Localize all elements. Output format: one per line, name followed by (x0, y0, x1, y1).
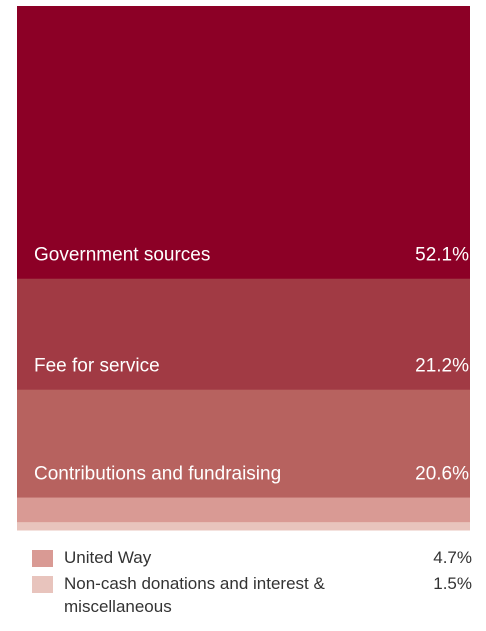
legend-label-non-cash: Non-cash donations and interest & miscel… (64, 574, 325, 616)
legend-swatch-united-way (32, 550, 53, 567)
bar-segment-government-sources (17, 6, 470, 280)
legend-item-non-cash: Non-cash donations and interest & miscel… (32, 572, 472, 622)
bar-segment-united-way (17, 497, 470, 523)
legend-value-united-way: 4.7% (433, 548, 472, 567)
segment-label-government-sources: Government sources (34, 245, 210, 266)
segment-label-contributions-and-fundraising: Contributions and fundraising (34, 464, 281, 485)
legend-value-non-cash: 1.5% (433, 574, 472, 593)
legend-label-united-way: United Way (64, 548, 152, 567)
legend-swatch-non-cash (32, 576, 53, 593)
legend-item-united-way: United Way 4.7% (32, 546, 472, 572)
segment-value-contributions-and-fundraising: 20.6% (415, 464, 469, 485)
bar-segment-contributions-and-fundraising (17, 389, 470, 499)
legend: United Way 4.7% Non-cash donations and i… (32, 546, 472, 622)
segment-value-government-sources: 52.1% (415, 245, 469, 266)
segment-value-fee-for-service: 21.2% (415, 356, 469, 377)
segment-label-fee-for-service: Fee for service (34, 356, 160, 377)
bar-segment-fee-for-service (17, 278, 470, 391)
bar-segment-non-cash-donations-and-interest-miscellaneous (17, 522, 470, 531)
